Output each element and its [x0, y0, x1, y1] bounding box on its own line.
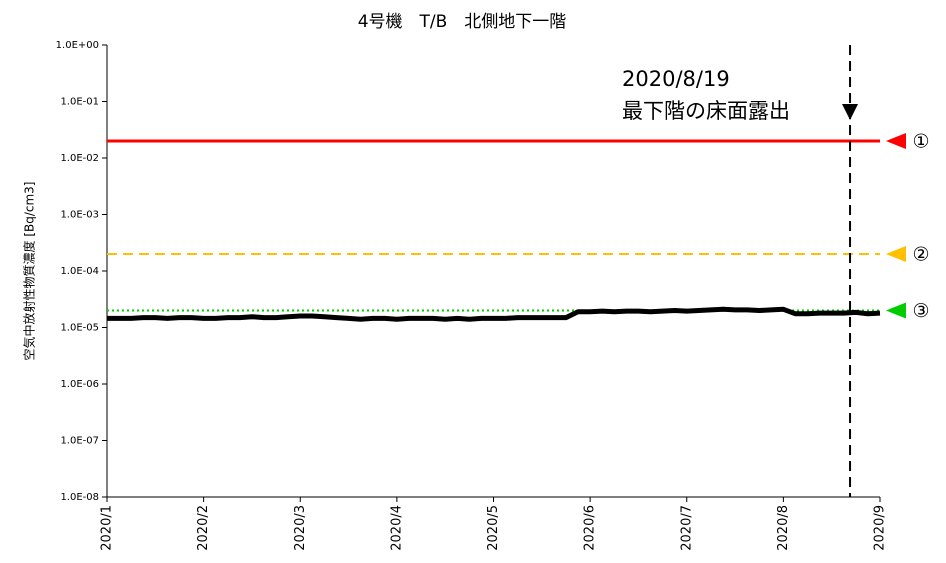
y-tick-label: 1.0E+00: [56, 40, 99, 51]
event-arrow: [842, 104, 859, 120]
y-tick-label: 1.0E-07: [60, 436, 99, 447]
reference-arrow: [886, 245, 906, 262]
data-line: [107, 306, 881, 322]
x-tick-label: 2020/1: [100, 505, 115, 551]
x-tick-label: 2020/5: [486, 505, 501, 551]
x-tick-label: 2020/7: [679, 505, 694, 551]
reference-label: ①: [912, 130, 929, 152]
x-tick-label: 2020/4: [389, 505, 404, 551]
reference-arrow: [886, 132, 906, 149]
y-tick-label: 1.0E-03: [60, 210, 99, 221]
x-tick-label: 2020/8: [776, 505, 791, 551]
reference-label: ②: [912, 243, 929, 265]
y-tick-label: 1.0E-02: [60, 153, 99, 164]
y-tick-label: 1.0E-08: [60, 492, 99, 503]
y-tick-label: 1.0E-05: [60, 323, 99, 334]
y-tick-label: 1.0E-01: [60, 97, 99, 108]
x-tick-label: 2020/6: [583, 505, 598, 551]
reference-arrow: [886, 302, 906, 319]
y-axis-label: 空気中放射性物質濃度 [Bq/cm3]: [22, 182, 37, 361]
x-tick-label: 2020/2: [196, 505, 211, 551]
reference-label: ③: [912, 300, 929, 322]
annotation: 最下階の床面露出: [622, 99, 790, 123]
x-tick-label: 2020/9: [873, 505, 888, 551]
y-tick-label: 1.0E-06: [60, 379, 99, 390]
x-tick-label: 2020/3: [293, 505, 308, 551]
annotation: 2020/8/19: [622, 67, 730, 91]
y-tick-label: 1.0E-04: [60, 266, 99, 277]
chart-title: 4号機 T/B 北側地下一階: [358, 12, 567, 32]
